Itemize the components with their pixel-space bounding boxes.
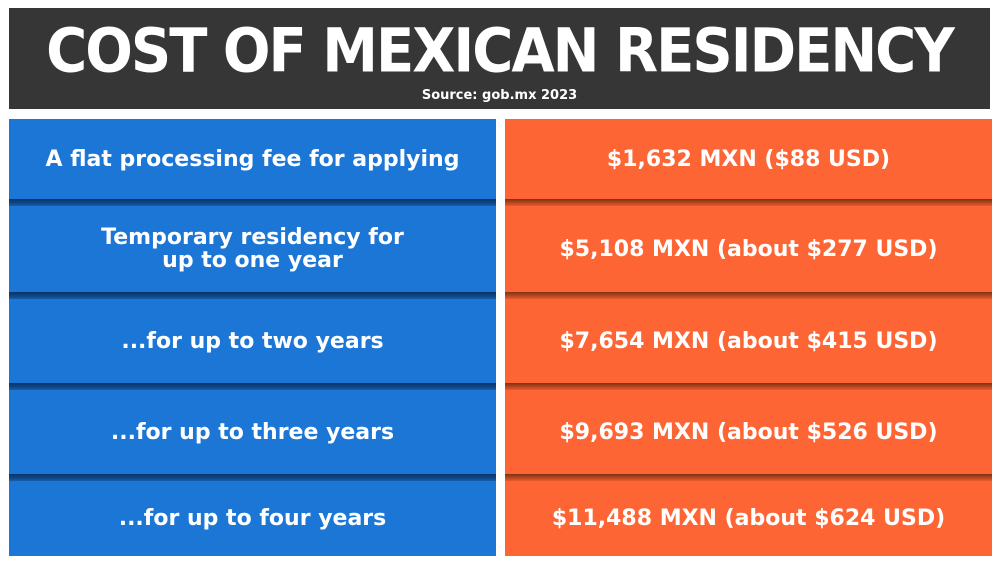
fee-label: ...for up to three years	[110, 419, 395, 445]
source-note: Source: gob.mx 2023	[421, 88, 578, 103]
title-banner: COST OF MEXICAN RESIDENCY Source: gob.mx…	[9, 8, 990, 109]
fee-cost: $9,693 MXN (about $526 USD)	[559, 419, 938, 445]
row-divider	[505, 292, 992, 299]
fee-cost: $1,632 MXN ($88 USD)	[606, 146, 891, 172]
row-divider	[9, 292, 496, 299]
fee-cost-column: $1,632 MXN ($88 USD) $5,108 MXN (about $…	[505, 119, 992, 556]
page-title: COST OF MEXICAN RESIDENCY	[46, 16, 955, 87]
fee-label: Temporary residency for up to one year	[9, 206, 496, 292]
fee-label: A flat processing fee for applying	[45, 146, 460, 172]
fee-label: ...for up to four years	[118, 506, 387, 531]
row-divider	[505, 474, 992, 481]
fee-cost: $7,654 MXN (about $415 USD)	[559, 328, 938, 354]
row-divider	[9, 199, 496, 206]
row-divider	[505, 383, 992, 390]
row-divider	[9, 383, 496, 390]
fee-description-column: A flat processing fee for applying Tempo…	[9, 119, 496, 556]
fee-label: ...for up to two years	[121, 328, 384, 354]
fee-cost: $5,108 MXN (about $277 USD)	[559, 236, 938, 262]
fee-label-text: Temporary residency for up to one year	[101, 225, 404, 273]
row-divider	[9, 474, 496, 481]
row-divider	[505, 199, 992, 206]
fee-cost: $11,488 MXN (about $624 USD)	[551, 506, 946, 531]
